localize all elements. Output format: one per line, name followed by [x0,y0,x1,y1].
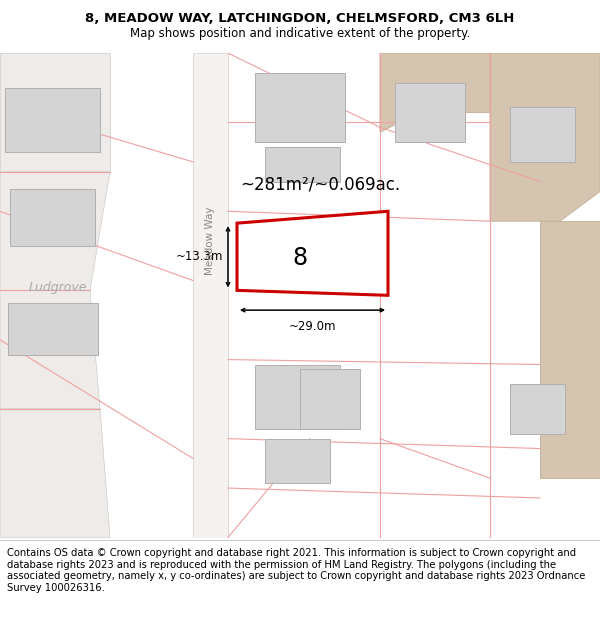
Text: 8, MEADOW WAY, LATCHINGDON, CHELMSFORD, CM3 6LH: 8, MEADOW WAY, LATCHINGDON, CHELMSFORD, … [85,12,515,24]
Polygon shape [540,221,600,478]
Polygon shape [0,291,100,409]
Bar [10,189,95,246]
Text: Contains OS data © Crown copyright and database right 2021. This information is : Contains OS data © Crown copyright and d… [7,548,586,592]
Text: Meadow Way: Meadow Way [205,207,215,275]
Polygon shape [0,53,110,172]
Bar [265,439,330,483]
Bar [255,364,340,429]
Bar [8,303,98,354]
Text: 8: 8 [292,246,308,270]
Bar [255,73,345,142]
Text: Ludgrove: Ludgrove [29,281,87,294]
Text: ~281m²/~0.069ac.: ~281m²/~0.069ac. [240,176,400,194]
Polygon shape [0,172,110,291]
Bar [510,107,575,162]
Bar [265,147,340,182]
Polygon shape [237,211,388,295]
Text: ~13.3m: ~13.3m [176,250,223,263]
Bar [395,82,465,142]
Polygon shape [0,409,110,538]
Bar [510,384,565,434]
Bar [255,221,360,276]
Polygon shape [380,53,490,132]
Polygon shape [490,53,600,221]
Bar [300,369,360,429]
Bar [5,88,100,152]
Text: ~29.0m: ~29.0m [289,320,336,333]
Polygon shape [193,53,228,538]
Text: Map shows position and indicative extent of the property.: Map shows position and indicative extent… [130,27,470,40]
